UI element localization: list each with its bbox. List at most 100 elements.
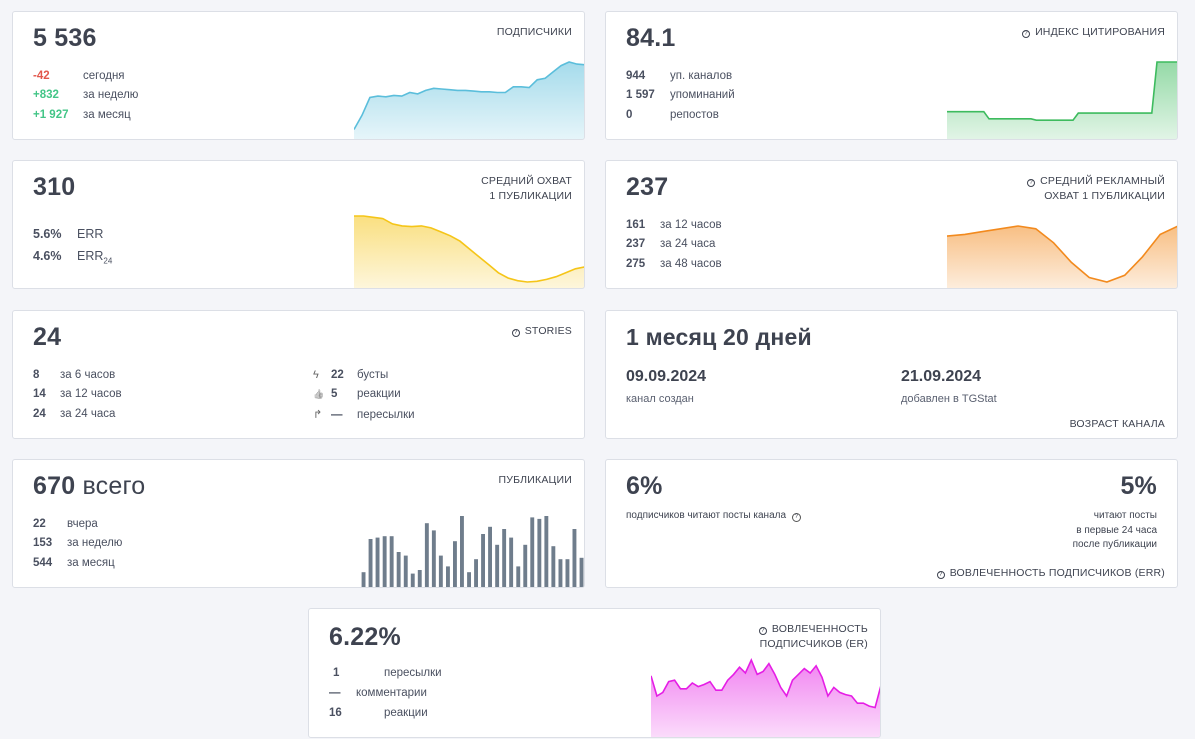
info-icon[interactable]: ? [511, 329, 520, 337]
stat-row: 1 597 упоминаний [626, 89, 735, 101]
created-date: 09.09.2024 [626, 368, 707, 385]
err-subscribers-value: 6% [626, 472, 663, 500]
created-label: канал создан [626, 393, 694, 405]
channel-age-value: 1 месяц 20 дней [626, 324, 812, 350]
post-bar [551, 546, 556, 587]
avg-reach-value: 310 [33, 173, 76, 201]
post-bar [544, 516, 549, 587]
post-bar [467, 572, 471, 587]
chart-line [651, 657, 880, 709]
post-bar [523, 544, 528, 587]
chart-area [947, 62, 1177, 139]
post-bar [460, 516, 464, 587]
er-label: ? ВОВЛЕЧЕННОСТЬ ПОДПИСЧИКОВ (ER) [758, 623, 868, 650]
post-bar [502, 529, 507, 587]
chart-line [947, 225, 1177, 283]
post-bar [481, 534, 485, 587]
info-icon[interactable]: ? [936, 571, 945, 579]
post-bar [410, 573, 415, 587]
ad-reach-card[interactable]: 237 ? СРЕДНИЙ РЕКЛАМНЫЙ ОХВАТ 1 ПУБЛИКАЦИИ… [605, 160, 1178, 289]
post-bar [389, 536, 394, 587]
thumbs-up-icon: 👍 [313, 389, 325, 399]
citation-index-value: 84.1 [626, 24, 676, 52]
posts-chart [361, 516, 584, 587]
post-bar [530, 517, 535, 587]
channel-age-label: ВОЗРАСТ КАНАЛА [1069, 418, 1165, 430]
channel-age-card[interactable]: 1 месяц 20 дней 09.09.2024 канал создан … [605, 310, 1178, 439]
question-icon[interactable]: ? [791, 513, 801, 522]
stat-row: +832 за неделю [33, 89, 139, 101]
stat-row: ϟ 22 бусты [313, 369, 389, 381]
post-bar [368, 539, 373, 587]
chart-area [354, 62, 584, 139]
chart-area [947, 226, 1177, 288]
stat-row: 16 реакции [329, 707, 428, 719]
post-bar [509, 537, 514, 587]
post-bar [488, 526, 492, 587]
post-bar [438, 555, 443, 587]
info-icon[interactable]: ? [1022, 30, 1031, 38]
added-label: добавлен в TGStat [901, 393, 997, 405]
err-row: 5.6% ERR [33, 227, 104, 241]
stories-label: ? STORIES [511, 324, 572, 339]
post-bar [572, 529, 577, 587]
ad-reach-value: 237 [626, 173, 669, 201]
avg-reach-card[interactable]: 310 СРЕДНИЙ ОХВАТ 1 ПУБЛИКАЦИИ 5.6% ERR 4.… [12, 160, 585, 289]
info-icon[interactable]: ? [758, 627, 767, 635]
forward-icon: ↱ [313, 409, 323, 421]
avg-reach-label: СРЕДНИЙ ОХВАТ 1 ПУБЛИКАЦИИ [481, 175, 572, 202]
stat-row: 👍 5 реакции [313, 388, 401, 400]
stat-row: 8 за 6 часов [33, 369, 116, 381]
post-bar [565, 559, 570, 587]
stat-row: 237 за 24 часа [626, 238, 716, 250]
stat-row: 1 пересылки [333, 667, 442, 679]
stat-row: — комментарии [329, 687, 427, 699]
err24-row: 4.6% ERR24 [33, 249, 113, 266]
post-bar [453, 541, 457, 587]
er-value: 6.22% [329, 623, 401, 651]
posts-count: 670 всего [33, 472, 146, 500]
chart-line [354, 61, 584, 130]
err-label: ? ВОВЛЕЧЕННОСТЬ ПОДПИСЧИКОВ (ERR) [936, 566, 1165, 581]
subscribers-chart [354, 61, 584, 139]
post-bar [424, 523, 429, 587]
stat-row: 22 вчера [33, 518, 98, 530]
stat-row: ↱ — пересылки [313, 409, 415, 421]
chart-area [354, 216, 584, 288]
subscribers-card[interactable]: 5 536 ПОДПИСЧИКИ -42 сегодня +832 за недел… [12, 11, 585, 140]
err-card[interactable]: 6% подписчиков читают посты канала ? 5% … [605, 459, 1178, 588]
post-bar [431, 530, 436, 587]
stat-row: 24 за 24 часа [33, 408, 116, 420]
stat-row: 153 за неделю [33, 537, 123, 549]
post-bar [537, 518, 542, 587]
stories-card[interactable]: 24 ? STORIES 8 за 6 часов 14 за 12 часов 24… [12, 310, 585, 439]
post-bar [579, 557, 584, 587]
posts-card[interactable]: 670 всего ПУБЛИКАЦИИ 22 вчера 153 за недел… [12, 459, 585, 588]
stat-row: 14 за 12 часов [33, 388, 122, 400]
citation-label: ? ИНДЕКС ЦИТИРОВАНИЯ [1022, 25, 1165, 40]
added-date: 21.09.2024 [901, 368, 982, 385]
post-bar [417, 570, 422, 587]
stat-row: +1 927 за месяц [33, 109, 131, 121]
stat-row: -42 сегодня [33, 70, 125, 82]
er-chart [651, 657, 880, 737]
post-bar [495, 544, 500, 587]
er-card[interactable]: 6.22% ? ВОВЛЕЧЕННОСТЬ ПОДПИСЧИКОВ (ER) 1 пе… [308, 608, 881, 738]
stat-row: 275 за 48 часов [626, 258, 722, 270]
ad-reach-label: ? СРЕДНИЙ РЕКЛАМНЫЙ ОХВАТ 1 ПУБЛИКАЦИИ [1027, 174, 1165, 204]
info-icon[interactable]: ? [1027, 179, 1036, 187]
err-24h-text: читают посты в первые 24 часа после публик… [1072, 510, 1157, 550]
post-bar [474, 559, 478, 587]
stories-count: 24 [33, 323, 62, 351]
citation-chart [947, 61, 1177, 139]
post-bar [403, 555, 408, 587]
post-bar [558, 559, 563, 587]
post-bar [446, 566, 450, 587]
ad-reach-chart [947, 225, 1177, 288]
err-24h-value: 5% [1120, 472, 1157, 500]
citation-card[interactable]: 84.1 ? ИНДЕКС ЦИТИРОВАНИЯ 944 уп. каналов … [605, 11, 1178, 140]
chart-line [947, 61, 1177, 121]
lightning-icon: ϟ [313, 369, 319, 381]
posts-label: ПУБЛИКАЦИИ [498, 474, 572, 486]
stat-row: 0 репостов [626, 109, 719, 121]
